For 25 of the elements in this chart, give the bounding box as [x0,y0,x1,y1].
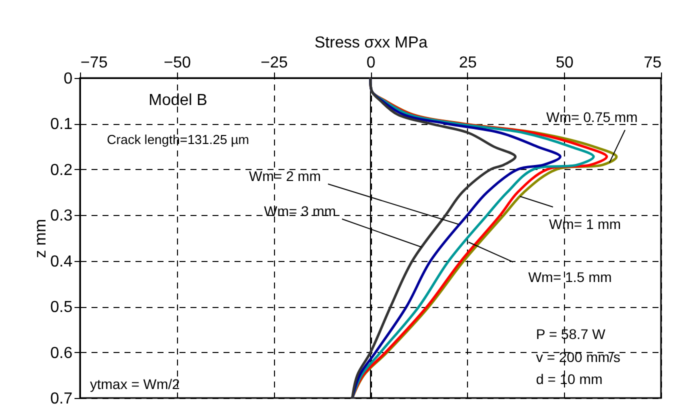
annotation: Crack length=131.25 µm [106,132,250,147]
annotation: P = 58.7 W [536,326,606,342]
y-tick-label: 0.1 [50,116,73,134]
y-tick-label: 0.3 [50,208,73,225]
x-tick-label: 25 [458,54,477,72]
y-axis-title: z mm [32,218,50,258]
x-tick-label: −75 [80,54,108,72]
y-tick-label: 0.4 [50,253,73,270]
y-tick-label: 0.2 [50,162,73,179]
x-tick-label: −50 [164,54,192,72]
x-axis-title: Stress σxx MPa [314,34,428,52]
annotation: Wm= 2 mm [249,168,321,184]
y-tick-label: 0 [64,70,73,88]
annotation: Wm= 1 mm [549,216,621,232]
x-tick-label: 0 [366,54,376,72]
annotation: Model B [148,92,208,109]
y-tick-label: 0.7 [50,390,73,405]
y-tick-label: 0.5 [50,299,73,316]
y-tick-label: 0.6 [50,344,73,362]
annotation: Wm= 1.5 mm [528,269,612,285]
x-tick-label: 50 [556,54,574,72]
x-tick-label: −25 [260,54,288,72]
x-tick-label: 75 [644,54,662,72]
annotation: Wm= 0.75 mm [546,109,638,125]
annotation: ytmax = Wm/2 [90,376,180,392]
